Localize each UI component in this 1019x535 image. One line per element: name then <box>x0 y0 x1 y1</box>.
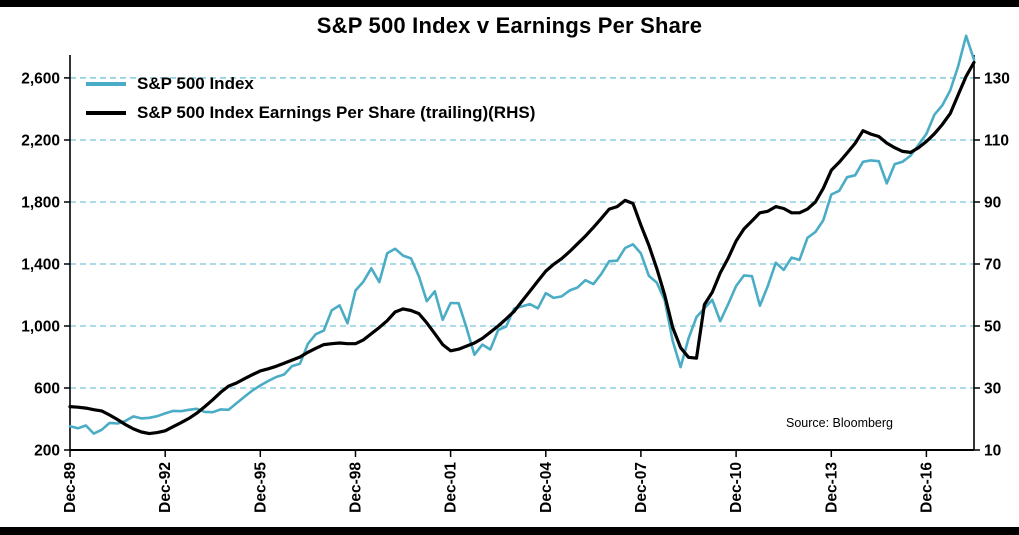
top-border-bar <box>0 0 1019 7</box>
left-axis-label: 200 <box>34 443 60 460</box>
x-axis-label: Dec-89 <box>62 462 79 513</box>
legend-item-sp500: S&P 500 Index <box>86 74 535 94</box>
x-axis-label: Dec-04 <box>538 462 555 513</box>
chart-title: S&P 500 Index v Earnings Per Share <box>316 13 703 38</box>
x-axis-label: Dec-01 <box>443 462 460 513</box>
eps-line-swatch <box>86 111 126 115</box>
sp500-line-swatch <box>86 82 126 86</box>
source-note: Source: Bloomberg <box>786 416 894 430</box>
x-axis-label: Dec-16 <box>918 462 935 513</box>
left-axis-label: 2,200 <box>21 133 60 150</box>
right-axis-label: 130 <box>984 70 1010 87</box>
right-axis-label: 50 <box>984 319 1001 336</box>
right-axis-label: 70 <box>984 257 1001 274</box>
x-axis-label: Dec-07 <box>633 462 650 513</box>
legend-label-eps: S&P 500 Index Earnings Per Share (traili… <box>137 103 536 122</box>
eps-line <box>68 60 976 436</box>
legend-item-eps: S&P 500 Index Earnings Per Share (traili… <box>86 103 535 123</box>
x-axis-label: Dec-95 <box>252 462 269 513</box>
left-axis-label: 1,000 <box>21 319 60 336</box>
right-axis-label: 90 <box>984 195 1001 212</box>
sp500-line <box>68 34 976 435</box>
x-axis-label: Dec-13 <box>823 462 840 513</box>
legend-label-sp500: S&P 500 Index <box>137 74 254 93</box>
x-axis-label: Dec-98 <box>348 462 365 513</box>
right-axis-label: 30 <box>984 381 1001 398</box>
bottom-border-bar <box>0 527 1019 535</box>
left-axis-label: 2,600 <box>21 70 60 87</box>
x-axis-label: Dec-92 <box>157 462 174 513</box>
left-axis-label: 1,800 <box>21 195 60 212</box>
right-axis-label: 110 <box>984 133 1009 150</box>
left-axis-label: 1,400 <box>21 257 60 274</box>
left-axis-label: 600 <box>34 381 60 398</box>
legend: S&P 500 Index S&P 500 Index Earnings Per… <box>86 74 535 132</box>
right-axis-label: 10 <box>984 443 1001 460</box>
x-axis-label: Dec-10 <box>728 462 745 513</box>
